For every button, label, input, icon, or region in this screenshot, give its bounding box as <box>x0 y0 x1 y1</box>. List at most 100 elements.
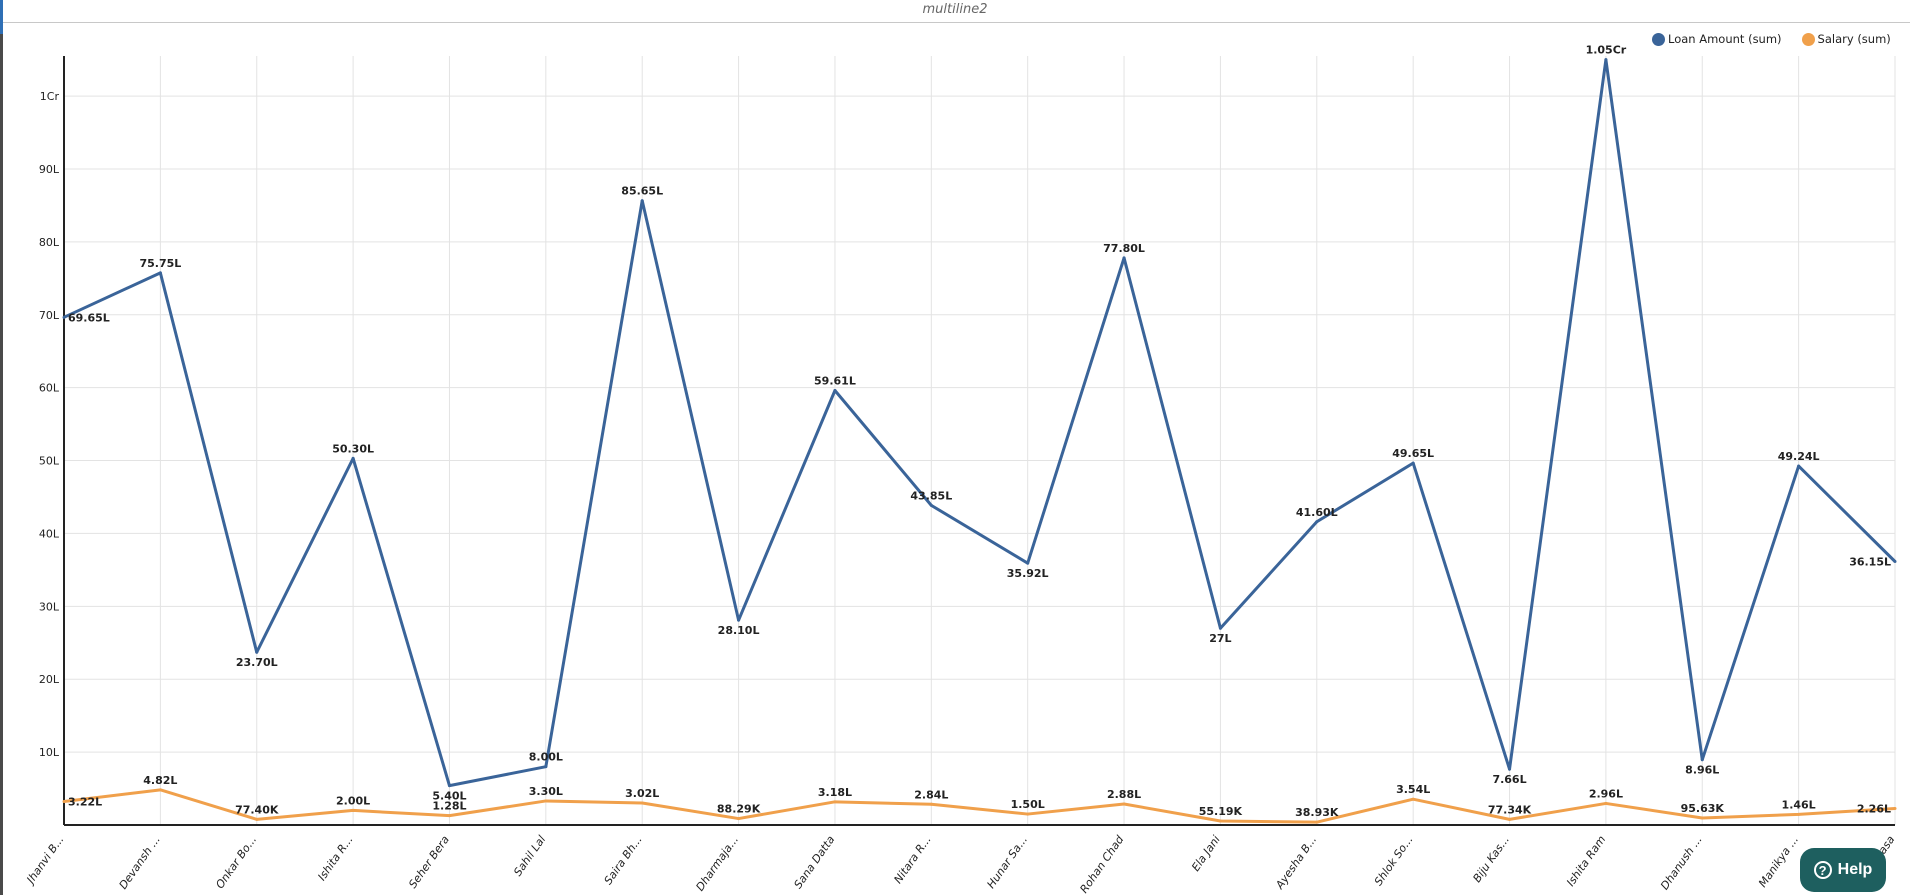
data-label: 1.28L <box>432 800 466 813</box>
x-tick-label: Dharmaja... <box>693 833 741 893</box>
data-point <box>1797 812 1801 816</box>
data-point <box>351 808 355 812</box>
x-tick-label: Dhanush ... <box>1658 833 1705 892</box>
x-tick-label: Nitara R... <box>891 833 933 886</box>
help-button[interactable]: ? Help <box>1800 848 1886 892</box>
data-label: 7.66L <box>1492 773 1526 786</box>
data-label: 3.54L <box>1396 783 1430 796</box>
data-point <box>833 800 837 804</box>
data-point <box>62 315 66 319</box>
x-tick-label: Devansh ... <box>117 833 163 891</box>
data-point <box>1893 807 1897 811</box>
x-tick-label: Shlok So... <box>1372 833 1416 888</box>
left-panel-accent <box>0 0 3 34</box>
data-point <box>929 503 933 507</box>
x-tick-label: Manikya ... <box>1756 833 1801 890</box>
data-point <box>1797 464 1801 468</box>
y-tick-label: 60L <box>39 382 60 395</box>
data-label: 8.00L <box>529 751 563 764</box>
data-label: 28.10L <box>718 624 760 637</box>
data-label: 38.93K <box>1295 806 1339 819</box>
data-point <box>1026 812 1030 816</box>
data-point <box>1893 559 1897 563</box>
help-label: Help <box>1837 861 1873 878</box>
legend-label: Salary (sum) <box>1817 32 1891 46</box>
data-label: 27L <box>1209 632 1231 645</box>
data-point <box>447 784 451 788</box>
left-panel-edge <box>0 0 3 895</box>
data-point <box>1411 461 1415 465</box>
x-tick-label: Jhanvi B... <box>23 833 66 887</box>
data-label: 77.34K <box>1488 803 1532 816</box>
data-label: 2.84L <box>914 788 948 801</box>
data-label: 3.22L <box>68 796 102 809</box>
series-line-loan-amount <box>63 58 1897 788</box>
data-label: 49.65L <box>1392 447 1434 460</box>
data-label: 43.85L <box>910 489 952 502</box>
data-point <box>1122 256 1126 260</box>
x-tick-label: Sahil Lal <box>511 833 548 878</box>
data-point <box>158 271 162 275</box>
data-point <box>929 802 933 806</box>
data-point <box>737 618 741 622</box>
x-tick-label: Hunar Sa... <box>984 833 1030 891</box>
data-label: 3.30L <box>529 785 563 798</box>
data-label: 75.75L <box>139 257 181 270</box>
data-point <box>1700 816 1704 820</box>
data-label: 95.63K <box>1681 802 1725 815</box>
data-label: 2.00L <box>336 794 370 807</box>
x-tick-label: Rohan Chad <box>1077 832 1127 895</box>
y-tick-label: 10L <box>39 746 60 759</box>
data-point <box>640 199 644 203</box>
data-label: 8.96L <box>1685 764 1719 777</box>
data-label: 77.80L <box>1103 242 1145 255</box>
data-label: 3.02L <box>625 787 659 800</box>
data-point <box>1218 819 1222 823</box>
data-point <box>1604 58 1608 62</box>
x-tick-label: Biju Kas... <box>1470 833 1512 885</box>
data-point <box>255 650 259 654</box>
data-label: 3.18L <box>818 786 852 799</box>
data-point <box>351 456 355 460</box>
data-point <box>447 814 451 818</box>
legend-dot-icon <box>1652 32 1665 46</box>
x-tick-label: Ela Jani <box>1189 833 1223 873</box>
y-tick-label: 80L <box>39 236 60 249</box>
data-point <box>737 817 741 821</box>
x-tick-label: Saira Bh... <box>602 833 645 887</box>
y-tick-label: 70L <box>39 309 60 322</box>
data-label: 5.40L <box>432 790 466 803</box>
x-tick-label: Seher Bera <box>406 833 452 891</box>
data-point <box>544 799 548 803</box>
data-point <box>1508 817 1512 821</box>
y-tick-label: 40L <box>39 527 60 540</box>
title-divider <box>3 22 1910 23</box>
data-label: 4.82L <box>143 774 177 787</box>
data-point <box>158 788 162 792</box>
data-point <box>1315 820 1319 824</box>
data-label: 35.92L <box>1007 567 1049 580</box>
data-label: 88.29K <box>717 803 761 816</box>
data-label: 1.50L <box>1011 798 1045 811</box>
data-point <box>1218 626 1222 630</box>
data-label: 1.46L <box>1782 798 1816 811</box>
data-label: 36.15L <box>1849 555 1891 568</box>
chart-title: multiline2 <box>922 2 988 17</box>
legend-item-salary[interactable]: Salary (sum) <box>1801 32 1891 46</box>
data-point <box>1411 797 1415 801</box>
data-label: 69.65L <box>68 311 110 324</box>
data-label: 59.61L <box>814 374 856 387</box>
data-label: 55.19K <box>1199 805 1243 818</box>
x-tick-label: Ayesha B... <box>1273 833 1320 892</box>
y-tick-label: 20L <box>39 673 60 686</box>
data-label: 1.05Cr <box>1586 44 1627 57</box>
y-tick-label: 30L <box>39 600 60 613</box>
data-point <box>1122 802 1126 806</box>
legend-item-loan-amount[interactable]: Loan Amount (sum) <box>1652 32 1782 46</box>
legend-dot-icon <box>1801 32 1815 46</box>
legend-label: Loan Amount (sum) <box>1668 32 1782 46</box>
data-point <box>1026 561 1030 565</box>
data-point <box>1700 758 1704 762</box>
data-label: 23.70L <box>236 656 278 669</box>
series-line-salary <box>63 788 1896 824</box>
